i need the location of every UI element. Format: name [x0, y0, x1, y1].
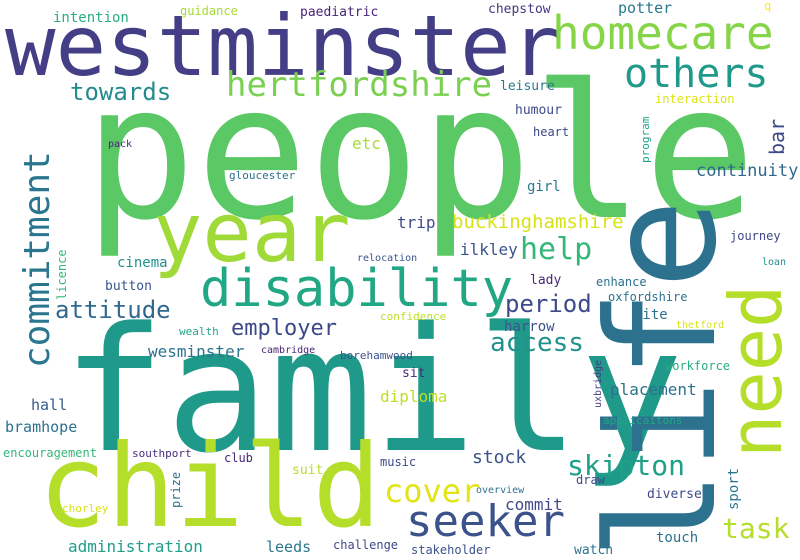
cloud-word: continuity — [696, 161, 799, 181]
cloud-word: etc — [352, 134, 381, 153]
cloud-word: challenge — [333, 538, 399, 552]
cloud-word: homecare — [552, 6, 774, 60]
cloud-word: enhance — [596, 275, 647, 289]
cloud-word: leeds — [266, 538, 312, 556]
cloud-word: draw — [576, 473, 605, 487]
cloud-word: help — [520, 232, 593, 267]
cloud-word: trip — [397, 213, 436, 232]
cloud-word: child — [38, 420, 382, 553]
cloud-word: diverse — [647, 487, 702, 502]
cloud-word: buckinghamshire — [452, 211, 624, 233]
cloud-word: ilkley — [460, 240, 518, 259]
cloud-word: wealth — [179, 325, 219, 338]
cloud-word: cover — [384, 472, 481, 510]
cloud-word: uxbridge — [593, 359, 604, 408]
cloud-word: kite — [634, 307, 668, 323]
cloud-word: interaction — [655, 92, 735, 106]
cloud-word: harrow — [504, 319, 555, 335]
cloud-word: others — [624, 51, 769, 97]
cloud-word: placement — [610, 380, 697, 399]
cloud-word: westminster — [5, 0, 562, 95]
cloud-word: task — [722, 512, 790, 545]
cloud-word: guidance — [180, 4, 238, 18]
cloud-word: hall — [31, 396, 68, 414]
cloud-word: chorley — [62, 502, 109, 515]
cloud-word: bar — [765, 118, 789, 155]
cloud-word: hertfordshire — [226, 65, 493, 105]
cloud-word: access — [490, 328, 584, 358]
cloud-word: intention — [53, 10, 129, 26]
cloud-word: club — [224, 451, 253, 465]
cloud-word: loan — [762, 257, 787, 268]
cloud-word: attitude — [55, 296, 171, 324]
cloud-word: music — [380, 455, 417, 469]
cloud-word: watch — [574, 543, 614, 558]
cloud-word: skipton — [567, 449, 686, 482]
cloud-word: diploma — [380, 387, 448, 406]
cloud-word: leisure — [500, 79, 555, 94]
cloud-word: button — [105, 279, 152, 294]
cloud-word: sport — [726, 467, 742, 510]
cloud-word: q — [764, 0, 772, 13]
cloud-word: commitment — [17, 151, 58, 368]
cloud-word: employer — [231, 316, 337, 341]
cloud-word: commit — [505, 495, 563, 514]
cloud-word: girl — [527, 179, 561, 195]
cloud-word: wesminster — [148, 342, 245, 361]
cloud-word: sit — [402, 366, 426, 381]
cloud-word: overview — [476, 485, 525, 496]
cloud-word: relocation — [357, 253, 418, 264]
cloud-word: encouragement — [3, 446, 97, 460]
cloud-word: prize — [169, 471, 183, 508]
cloud-word: humour — [515, 103, 562, 118]
cloud-word: cinema — [117, 255, 168, 271]
cloud-word: pack — [108, 139, 133, 150]
cloud-word: southport — [132, 447, 192, 460]
cloud-word: journey — [730, 229, 781, 243]
cloud-word: towards — [70, 78, 172, 106]
cloud-word: licence — [55, 249, 69, 300]
cloud-word: family — [62, 290, 684, 491]
cloud-word: chepstow — [488, 2, 551, 17]
cloud-word: touch — [656, 530, 699, 546]
cloud-word: borehamwood — [340, 349, 413, 362]
cloud-word: suit — [292, 463, 324, 478]
cloud-word: cambridge — [261, 345, 316, 356]
cloud-word: people — [84, 44, 756, 261]
cloud-word: stock — [472, 447, 527, 468]
cloud-word: lady — [530, 273, 562, 288]
cloud-word: stakeholder — [411, 543, 491, 557]
cloud-word: seeker — [406, 496, 565, 547]
cloud-word: bramhope — [5, 418, 78, 436]
cloud-word: gloucester — [229, 169, 296, 182]
cloud-word: period — [505, 290, 592, 318]
cloud-word: oxfordshire — [608, 290, 688, 304]
cloud-word: program — [639, 116, 652, 163]
cloud-word: confidence — [380, 310, 447, 323]
cloud-word: applicaitons — [603, 414, 683, 427]
cloud-word: paediatric — [300, 5, 379, 20]
cloud-word: heart — [533, 125, 570, 139]
cloud-word: administration — [68, 537, 203, 556]
cloud-word: disability — [200, 259, 514, 319]
cloud-word: thetford — [676, 320, 725, 331]
cloud-word: potter — [618, 0, 673, 17]
cloud-word: year — [153, 186, 351, 281]
cloud-word: workforce — [665, 359, 731, 373]
cloud-word: need — [714, 284, 798, 458]
